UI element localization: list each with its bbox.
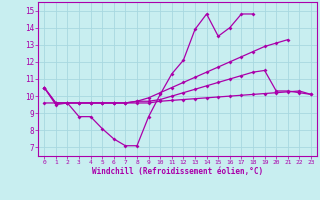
X-axis label: Windchill (Refroidissement éolien,°C): Windchill (Refroidissement éolien,°C)	[92, 167, 263, 176]
